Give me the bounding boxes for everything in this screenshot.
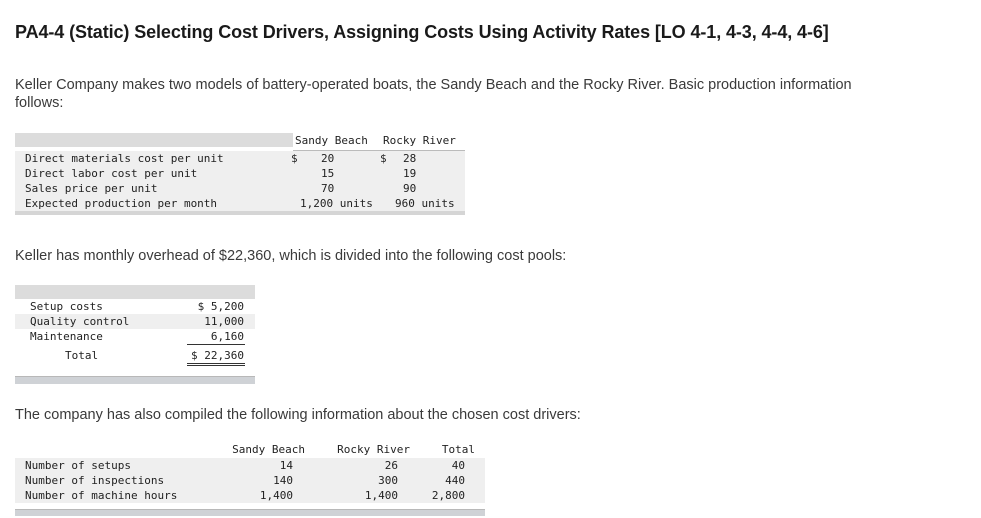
table-row: Setup costs $ 5,200 xyxy=(15,299,255,314)
table-row: Number of machine hours 1,400 1,400 2,80… xyxy=(15,488,485,503)
overhead-paragraph: Keller has monthly overhead of $22,360, … xyxy=(15,248,567,264)
rocky-value: 90 xyxy=(403,182,417,195)
column-header-sandy-beach: Sandy Beach xyxy=(232,443,305,456)
total-double-underline-2 xyxy=(187,365,245,366)
total-value: 2,800 xyxy=(431,489,465,502)
row-label: Expected production per month xyxy=(25,197,218,210)
row-label: Direct labor cost per unit xyxy=(25,167,198,180)
intro-line-2: follows: xyxy=(15,95,64,111)
table-row: Expected production per month 1,200 unit… xyxy=(15,196,465,211)
currency-symbol: $ xyxy=(291,152,298,165)
row-label: Direct materials cost per unit xyxy=(25,152,224,165)
sandy-value: 20 xyxy=(321,152,335,165)
problem-title: PA4-4 (Static) Selecting Cost Drivers, A… xyxy=(15,22,829,42)
rocky-value: 960 units xyxy=(395,197,455,210)
table-row: Sales price per unit 70 90 xyxy=(15,181,465,196)
rocky-value: 19 xyxy=(403,167,417,180)
sandy-value: 1,200 units xyxy=(300,197,373,210)
table-row: Direct materials cost per unit $ 20 $ 28 xyxy=(15,151,465,166)
drivers-paragraph: The company has also compiled the follow… xyxy=(15,407,581,423)
rocky-value: 26 xyxy=(384,459,398,472)
table-top-bar xyxy=(15,285,255,299)
rocky-value: 1,400 xyxy=(364,489,398,502)
row-label: Number of inspections xyxy=(25,474,165,487)
column-header-sandy-beach: Sandy Beach xyxy=(295,134,368,147)
row-label: Number of setups xyxy=(25,459,131,472)
table-row: Direct labor cost per unit 15 19 xyxy=(15,166,465,181)
sandy-value: 1,400 xyxy=(259,489,293,502)
column-header-total: Total xyxy=(441,443,475,456)
total-value: 40 xyxy=(451,459,465,472)
row-label: Setup costs xyxy=(30,300,103,313)
intro-line-1: Keller Company makes two models of batte… xyxy=(15,77,852,93)
row-label: Quality control xyxy=(30,315,130,328)
currency-symbol: $ xyxy=(380,152,387,165)
table-header-cells xyxy=(293,133,465,151)
table-bottom-bar xyxy=(15,509,485,516)
table-row: Number of inspections 140 300 440 xyxy=(15,473,485,488)
table-bottom-bar xyxy=(15,376,255,384)
table-row: Quality control 11,000 xyxy=(15,314,255,329)
table-bottom-bar xyxy=(15,211,465,215)
total-double-underline-1 xyxy=(187,363,245,364)
rocky-value: 300 xyxy=(378,474,398,487)
sandy-value: 14 xyxy=(279,459,293,472)
total-value: 440 xyxy=(445,474,465,487)
rocky-value: 28 xyxy=(403,152,417,165)
table-row: Maintenance 6,160 xyxy=(15,329,255,344)
row-label: Number of machine hours xyxy=(25,489,178,502)
production-info-table: Sandy Beach Rocky River Direct materials… xyxy=(15,133,465,215)
column-header-rocky-river: Rocky River xyxy=(337,443,410,456)
row-value: $ 5,200 xyxy=(197,300,244,313)
row-value: 6,160 xyxy=(210,330,244,343)
row-label: Sales price per unit xyxy=(25,182,158,195)
column-header-rocky-river: Rocky River xyxy=(383,134,456,147)
cost-drivers-table: Sandy Beach Rocky River Total Number of … xyxy=(15,440,485,518)
sandy-value: 15 xyxy=(321,167,335,180)
total-value: $ 22,360 xyxy=(191,349,244,362)
row-label: Maintenance xyxy=(30,330,103,343)
table-header-band xyxy=(15,440,485,457)
intro-paragraph: Keller Company makes two models of batte… xyxy=(15,76,852,112)
row-value: 11,000 xyxy=(204,315,244,328)
sandy-value: 140 xyxy=(273,474,293,487)
subtotal-underline xyxy=(187,344,245,345)
sandy-value: 70 xyxy=(321,182,335,195)
total-label: Total xyxy=(65,349,99,362)
table-row: Number of setups 14 26 40 xyxy=(15,458,485,473)
total-row: Total $ 22,360 xyxy=(15,348,255,363)
cost-pools-table: Setup costs $ 5,200 Quality control 11,0… xyxy=(15,285,255,385)
